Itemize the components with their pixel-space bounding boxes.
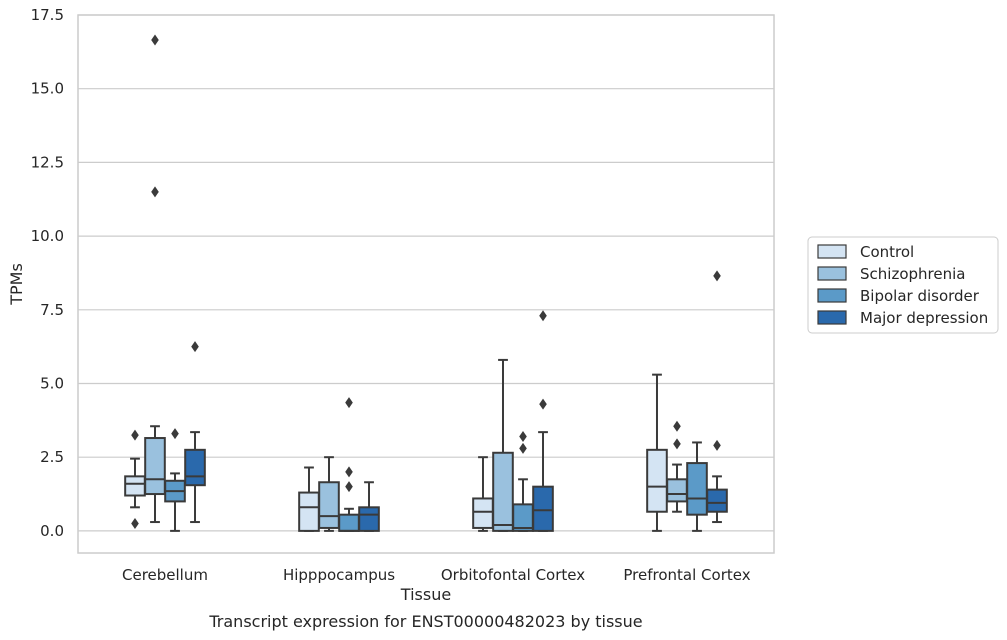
box-schizophrenia bbox=[492, 358, 514, 532]
y-tick-label: 17.5 bbox=[31, 6, 64, 24]
chart-caption: Transcript expression for ENST0000048202… bbox=[208, 612, 642, 631]
outlier-point bbox=[539, 398, 547, 410]
outlier-point bbox=[345, 466, 353, 478]
legend-swatch bbox=[817, 266, 847, 281]
box-iqr bbox=[706, 488, 728, 513]
outlier-point bbox=[131, 518, 139, 530]
box-iqr bbox=[532, 485, 554, 532]
box-iqr bbox=[338, 513, 360, 532]
box-bipolar-disorder bbox=[338, 397, 360, 532]
box-iqr bbox=[144, 437, 166, 496]
box-layer bbox=[124, 34, 728, 532]
box-iqr bbox=[492, 451, 514, 532]
x-tick-label: Prefrontal Cortex bbox=[623, 566, 750, 584]
y-tick-label: 0.0 bbox=[40, 522, 64, 540]
box-bipolar-disorder bbox=[164, 428, 186, 532]
x-tick-label: Hipppocampus bbox=[283, 566, 395, 584]
box-iqr bbox=[184, 448, 206, 487]
y-tick-label: 10.0 bbox=[31, 227, 64, 245]
y-axis-label: TPMs bbox=[7, 263, 26, 306]
x-axis-label: Tissue bbox=[400, 585, 451, 604]
box-major-depression bbox=[706, 270, 728, 524]
outlier-point bbox=[191, 341, 199, 353]
y-tick-labels: 0.0 2.5 5.0 7.5 10.0 12.5 15.0 17.5 bbox=[31, 6, 64, 540]
grid-layer bbox=[78, 14, 774, 532]
outlier-point bbox=[345, 397, 353, 409]
outlier-point bbox=[673, 438, 681, 450]
outlier-point bbox=[519, 431, 527, 443]
box-major-depression bbox=[358, 481, 380, 532]
box-iqr bbox=[686, 462, 708, 516]
x-tick-label: Orbitofontal Cortex bbox=[441, 566, 585, 584]
legend-swatch bbox=[817, 244, 847, 259]
box-iqr bbox=[646, 448, 668, 513]
box-iqr bbox=[298, 491, 320, 532]
box-control bbox=[646, 373, 668, 532]
box-schizophrenia bbox=[666, 420, 688, 513]
outlier-point bbox=[713, 270, 721, 282]
y-tick-label: 2.5 bbox=[40, 448, 64, 466]
x-tick-label: Cerebellum bbox=[122, 566, 208, 584]
box-iqr bbox=[666, 478, 688, 503]
box-control bbox=[472, 456, 494, 532]
plot-frame bbox=[77, 14, 775, 554]
outlier-point bbox=[131, 429, 139, 441]
box-iqr bbox=[124, 475, 146, 497]
box-iqr bbox=[472, 497, 494, 529]
box-bipolar-disorder bbox=[686, 441, 708, 532]
legend-label: Major depression bbox=[860, 309, 988, 327]
outlier-point bbox=[151, 186, 159, 198]
box-major-depression bbox=[532, 310, 554, 532]
box-bipolar-disorder bbox=[512, 431, 534, 532]
outlier-point bbox=[673, 420, 681, 432]
legend-label: Control bbox=[860, 243, 914, 261]
box-schizophrenia bbox=[318, 456, 340, 532]
box-iqr bbox=[512, 503, 534, 532]
y-tick-label: 5.0 bbox=[40, 374, 64, 392]
legend: Control Schizophrenia Bipolar disorder Majo… bbox=[807, 236, 999, 334]
outlier-point bbox=[713, 439, 721, 451]
legend-label: Schizophrenia bbox=[860, 265, 965, 283]
outlier-point bbox=[519, 442, 527, 454]
y-tick-label: 7.5 bbox=[40, 301, 64, 319]
box-iqr bbox=[318, 481, 340, 529]
box-control bbox=[124, 429, 146, 530]
outlier-point bbox=[171, 428, 179, 440]
box-schizophrenia bbox=[144, 34, 166, 524]
legend-swatch bbox=[817, 310, 847, 325]
y-tick-label: 12.5 bbox=[31, 153, 64, 171]
box-iqr bbox=[358, 506, 380, 532]
legend-swatch bbox=[817, 288, 847, 303]
legend-label: Bipolar disorder bbox=[860, 287, 980, 305]
outlier-point bbox=[345, 481, 353, 493]
outlier-point bbox=[151, 34, 159, 46]
box-control bbox=[298, 466, 320, 532]
x-tick-labels: Cerebellum Hipppocampus Orbitofontal Corte… bbox=[122, 566, 751, 584]
box-major-depression bbox=[184, 341, 206, 524]
y-tick-label: 15.0 bbox=[31, 80, 64, 98]
legend-box bbox=[807, 236, 999, 334]
outlier-point bbox=[539, 310, 547, 322]
